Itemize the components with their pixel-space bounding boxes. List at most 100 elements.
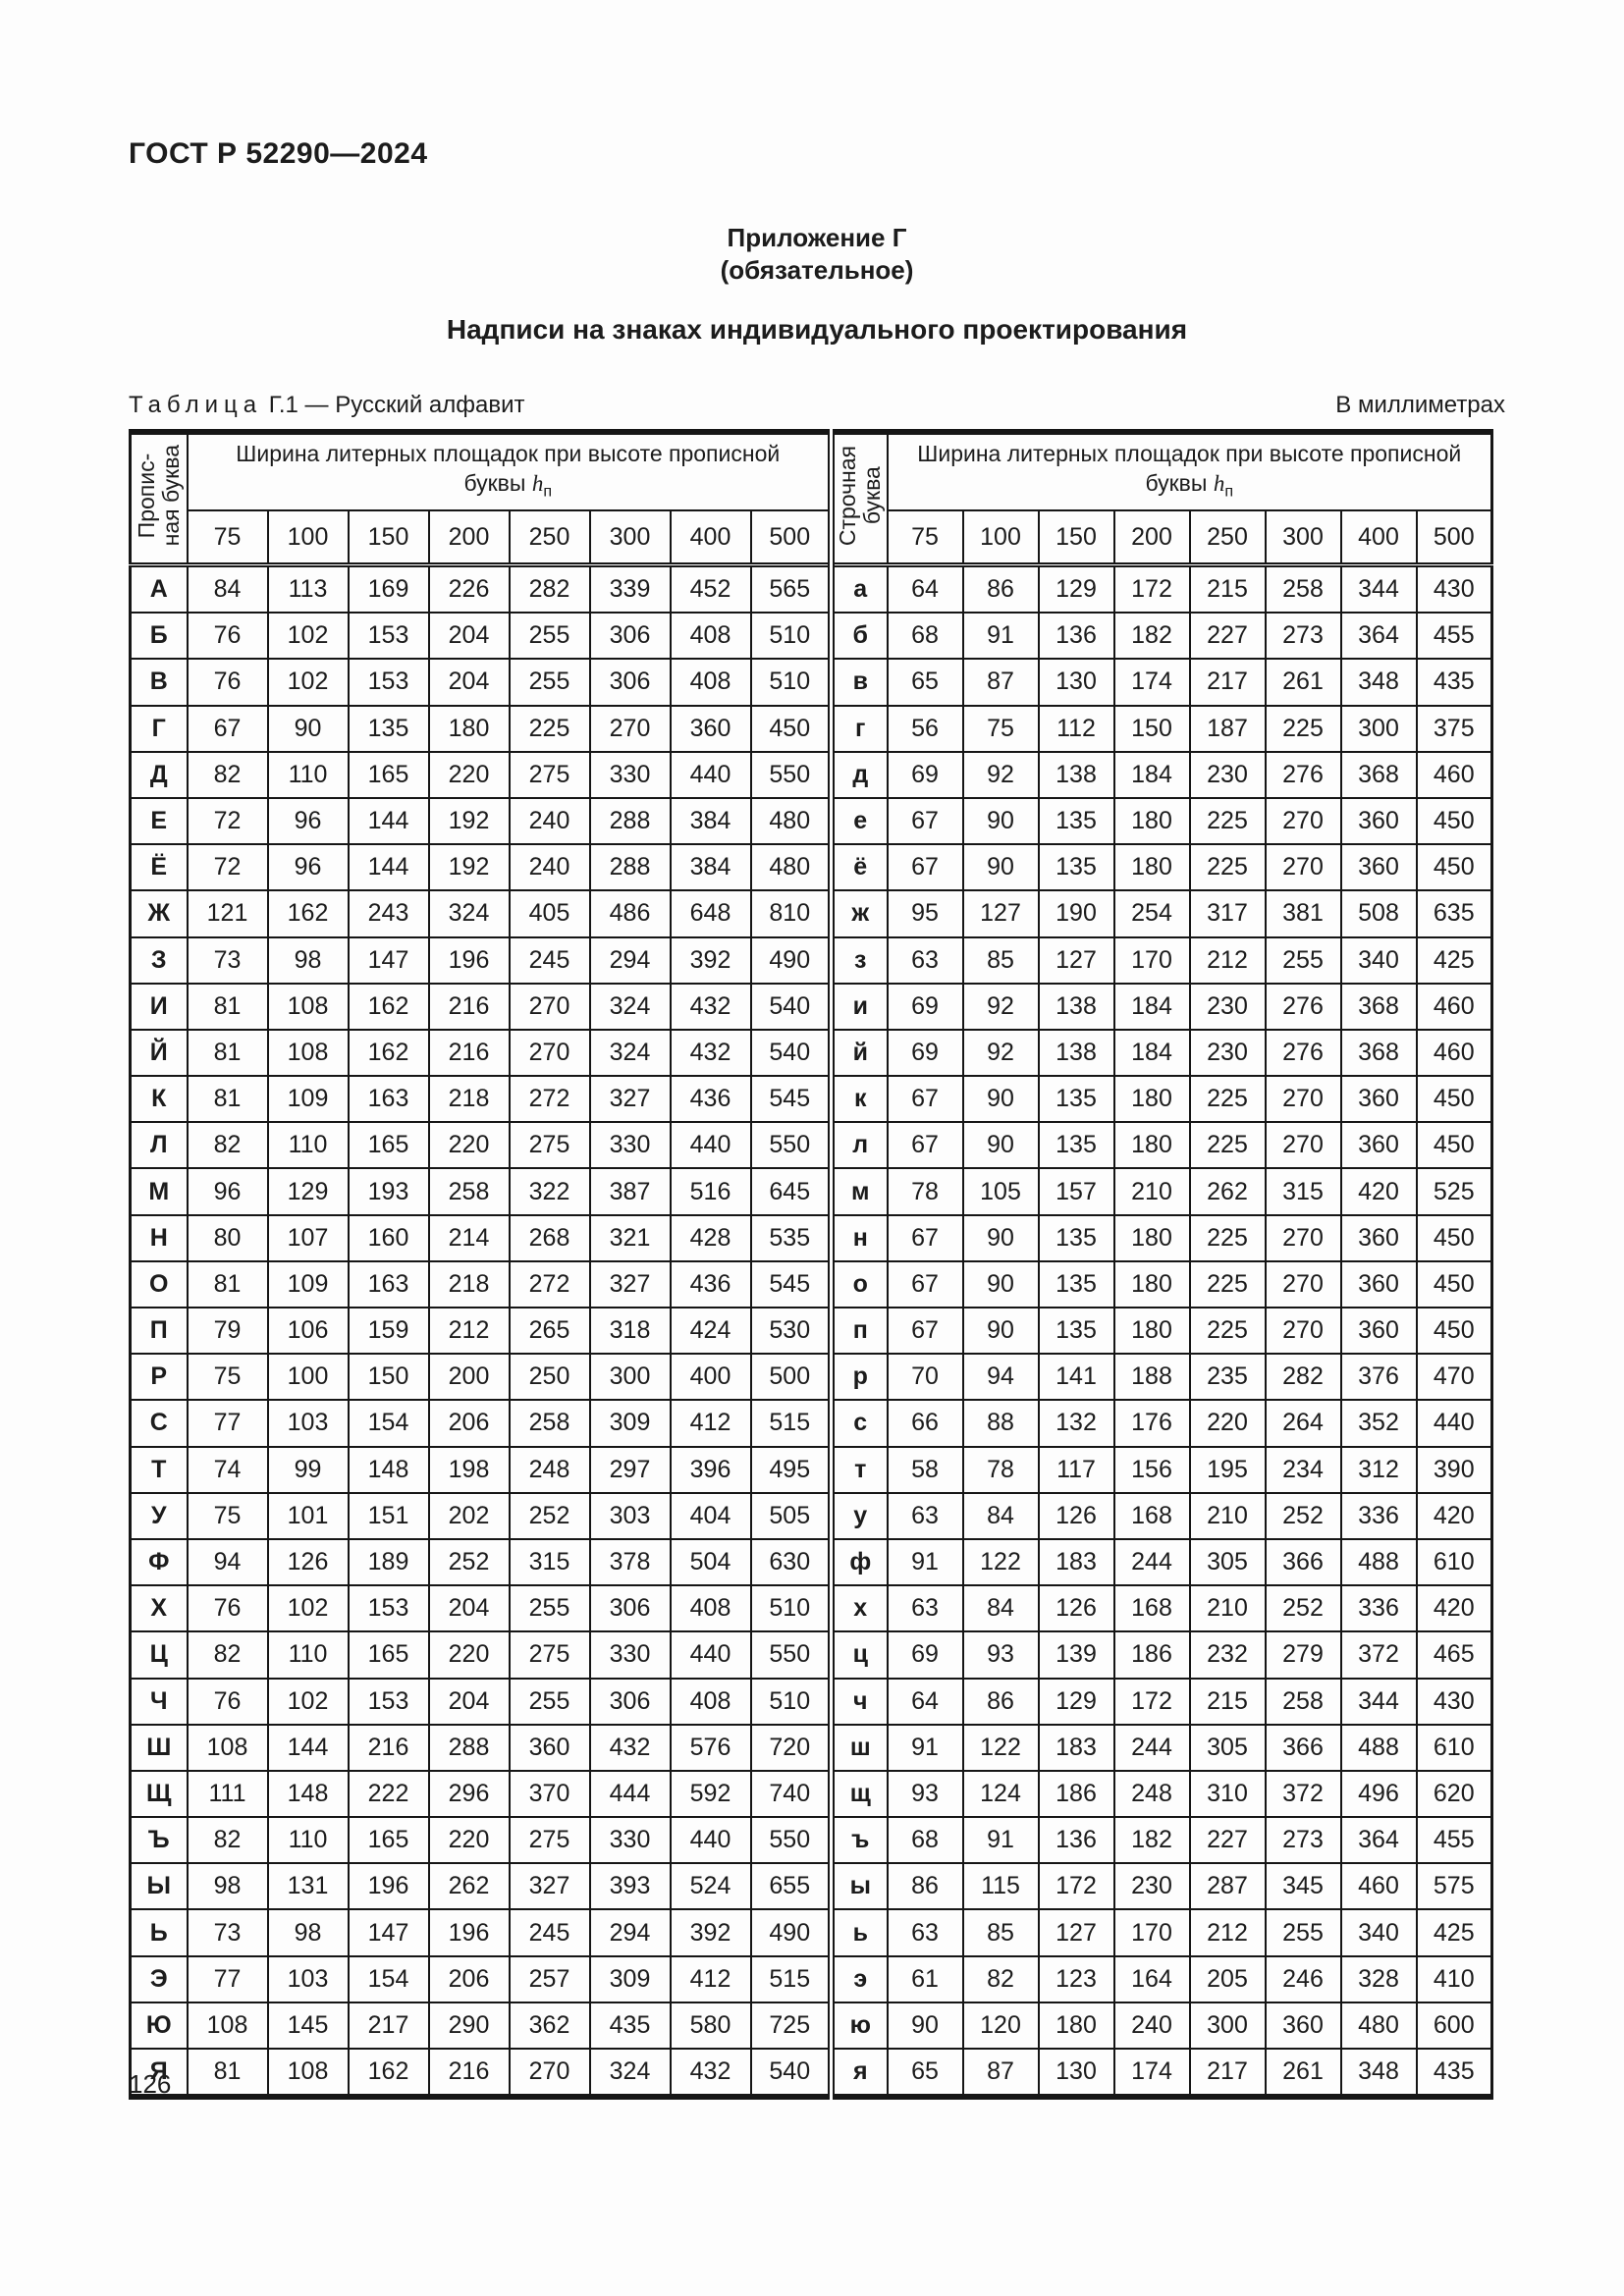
width-value-cell: 225 xyxy=(1264,704,1342,753)
width-value-cell: 64 xyxy=(886,1677,964,1726)
width-value-cell: 273 xyxy=(1264,1816,1342,1865)
width-value-cell: 110 xyxy=(266,1121,350,1170)
table-row: Ё 72 96 144 192 240 288 384 480 ё 67 90 135 180 225 270… xyxy=(129,843,1493,892)
width-value-cell: 77 xyxy=(186,1399,269,1448)
width-value-cell: 135 xyxy=(1037,843,1115,892)
width-value-cell: 108 xyxy=(186,2001,269,2051)
width-value-cell: 163 xyxy=(347,1259,430,1309)
table-row: Ъ 82 110 165 220 275 330 440 550 ъ 68 91 136 182 227 27… xyxy=(129,1816,1493,1865)
width-value-cell: 360 xyxy=(1339,1306,1418,1356)
width-value-cell: 270 xyxy=(1264,796,1342,846)
width-value-cell: 580 xyxy=(669,2001,752,2051)
width-value-cell: 455 xyxy=(1415,612,1493,661)
width-value-cell: 261 xyxy=(1264,2047,1342,2099)
width-value-cell: 305 xyxy=(1188,1537,1267,1587)
width-value-cell: 216 xyxy=(427,1028,511,1078)
width-value-cell: 360 xyxy=(1339,1213,1418,1262)
width-value-cell: 90 xyxy=(961,1075,1040,1124)
width-value-cell: 98 xyxy=(266,1908,350,1957)
lowercase-letter-column-header: Строчная буква xyxy=(828,431,889,567)
width-value-cell: 392 xyxy=(669,1908,752,1957)
width-value-cell: 174 xyxy=(1112,2047,1191,2099)
width-value-cell: 192 xyxy=(427,843,511,892)
width-value-cell: 165 xyxy=(347,1630,430,1680)
width-value-cell: 67 xyxy=(886,843,964,892)
uppercase-letter-cell: М xyxy=(129,1167,189,1216)
width-value-cell: 230 xyxy=(1112,1862,1191,1911)
width-value-cell: 360 xyxy=(1339,1259,1418,1309)
appendix-heading: Приложение Г xyxy=(727,223,907,252)
width-value-cell: 420 xyxy=(1415,1491,1493,1540)
lowercase-letter-cell: п xyxy=(828,1306,889,1356)
width-value-cell: 490 xyxy=(749,1908,833,1957)
width-value-cell: 550 xyxy=(749,750,833,799)
width-value-cell: 364 xyxy=(1339,612,1418,661)
width-value-cell: 740 xyxy=(749,1769,833,1819)
width-value-cell: 252 xyxy=(427,1537,511,1587)
width-value-cell: 327 xyxy=(508,1862,591,1911)
width-value-cell: 90 xyxy=(961,1306,1040,1356)
width-value-cell: 327 xyxy=(588,1075,672,1124)
appendix-type: (обязательное) xyxy=(720,255,914,285)
width-value-cell: 150 xyxy=(1112,704,1191,753)
width-value-cell: 67 xyxy=(886,1306,964,1356)
lowercase-letter-cell: е xyxy=(828,796,889,846)
width-value-cell: 490 xyxy=(749,935,833,985)
width-value-cell: 69 xyxy=(886,750,964,799)
height-header-cell: 200 xyxy=(427,509,511,567)
width-value-cell: 136 xyxy=(1037,1816,1115,1865)
width-value-cell: 432 xyxy=(588,1723,672,1772)
uppercase-letter-cell: Б xyxy=(129,612,189,661)
lowercase-letter-cell: о xyxy=(828,1259,889,1309)
width-value-cell: 410 xyxy=(1415,1954,1493,2003)
width-value-cell: 204 xyxy=(427,612,511,661)
width-value-cell: 144 xyxy=(347,796,430,846)
width-value-cell: 168 xyxy=(1112,1491,1191,1540)
width-value-cell: 248 xyxy=(1112,1769,1191,1819)
width-value-cell: 287 xyxy=(1188,1862,1267,1911)
width-value-cell: 384 xyxy=(669,843,752,892)
width-value-cell: 480 xyxy=(749,796,833,846)
width-value-cell: 186 xyxy=(1037,1769,1115,1819)
uppercase-letter-cell: Л xyxy=(129,1121,189,1170)
width-value-cell: 270 xyxy=(1264,1075,1342,1124)
width-value-cell: 216 xyxy=(427,2047,511,2099)
width-value-cell: 288 xyxy=(588,796,672,846)
width-value-cell: 216 xyxy=(427,982,511,1031)
width-value-cell: 90 xyxy=(961,843,1040,892)
width-value-cell: 240 xyxy=(1112,2001,1191,2051)
width-value-cell: 162 xyxy=(347,2047,430,2099)
lowercase-letter-cell: ц xyxy=(828,1630,889,1680)
width-value-cell: 344 xyxy=(1339,563,1418,614)
width-value-cell: 495 xyxy=(749,1445,833,1494)
width-value-cell: 92 xyxy=(961,750,1040,799)
width-value-cell: 227 xyxy=(1188,1816,1267,1865)
width-value-cell: 67 xyxy=(886,1075,964,1124)
width-value-cell: 384 xyxy=(669,796,752,846)
width-value-cell: 270 xyxy=(1264,1306,1342,1356)
width-value-cell: 190 xyxy=(1037,889,1115,938)
width-value-cell: 440 xyxy=(1415,1399,1493,1448)
width-value-cell: 297 xyxy=(588,1445,672,1494)
width-value-cell: 90 xyxy=(961,796,1040,846)
uppercase-letter-cell: Щ xyxy=(129,1769,189,1819)
height-header-cell: 300 xyxy=(1264,509,1342,567)
height-header-cell: 400 xyxy=(669,509,752,567)
width-value-cell: 150 xyxy=(347,1353,430,1402)
width-value-cell: 136 xyxy=(1037,612,1115,661)
table-row: Ч 76 102 153 204 255 306 408 510 ч 64 86 129 172 215 25… xyxy=(129,1677,1493,1726)
width-value-cell: 92 xyxy=(961,982,1040,1031)
width-value-cell: 172 xyxy=(1037,1862,1115,1911)
height-header-cell: 75 xyxy=(886,509,964,567)
width-value-cell: 282 xyxy=(508,563,591,614)
width-value-cell: 127 xyxy=(1037,935,1115,985)
table-row: Т 74 99 148 198 248 297 396 495 т 58 78 117 156 195 234… xyxy=(129,1445,1493,1494)
width-value-cell: 408 xyxy=(669,1584,752,1633)
width-value-cell: 135 xyxy=(1037,796,1115,846)
width-value-cell: 210 xyxy=(1188,1491,1267,1540)
uppercase-letter-cell: Ы xyxy=(129,1862,189,1911)
width-value-cell: 378 xyxy=(588,1537,672,1587)
width-value-cell: 70 xyxy=(886,1353,964,1402)
table-caption-label: Таблица xyxy=(129,392,263,418)
width-value-cell: 390 xyxy=(1415,1445,1493,1494)
